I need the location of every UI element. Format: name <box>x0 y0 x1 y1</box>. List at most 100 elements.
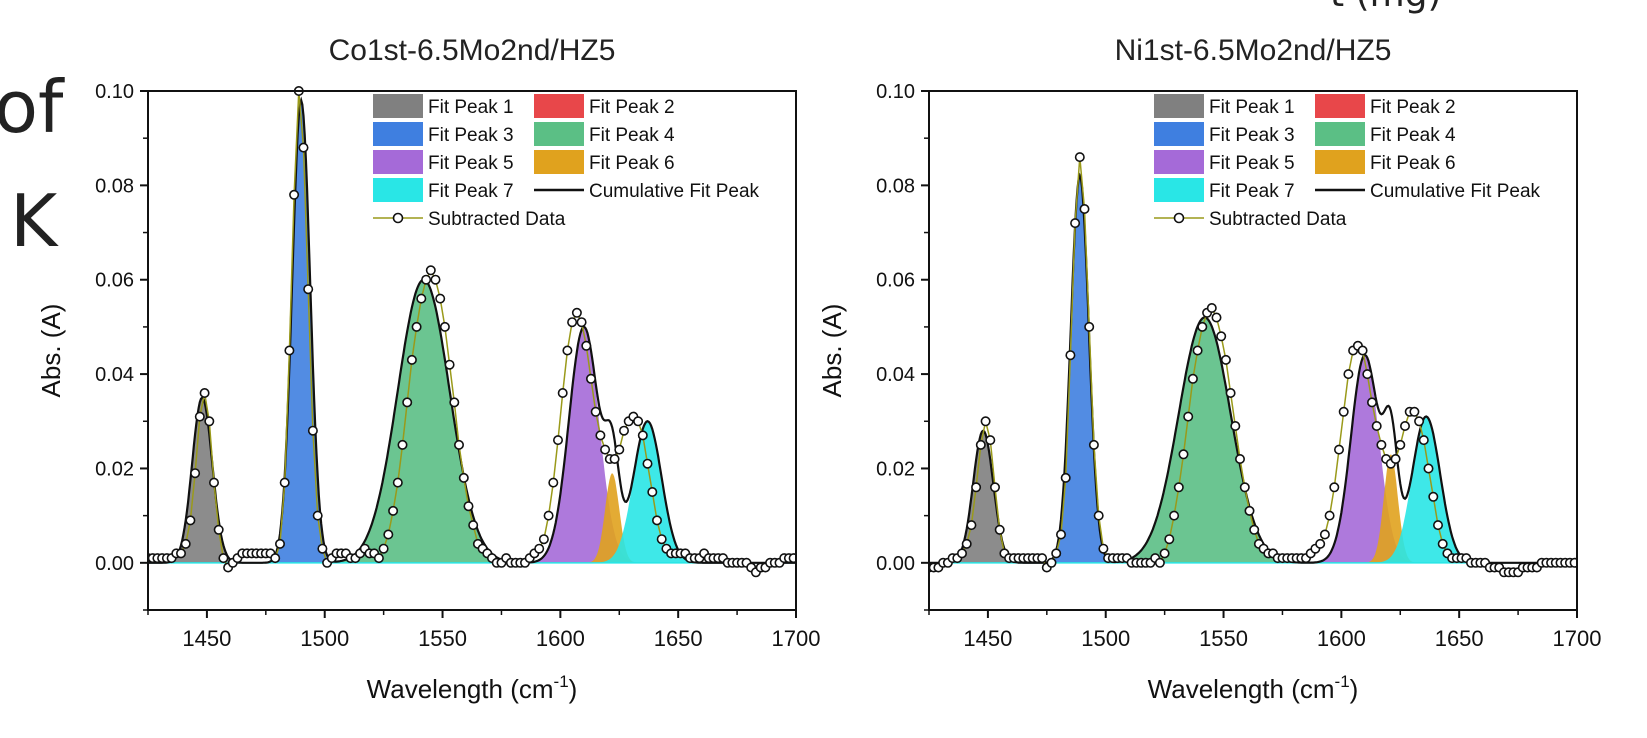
legend-entry: Fit Peak 7 <box>373 178 514 202</box>
plot-area <box>148 86 796 578</box>
x-tick-label: 1600 <box>536 626 585 651</box>
x-tick-label: 1550 <box>418 626 467 651</box>
data-point <box>961 538 972 549</box>
data-point <box>307 425 318 436</box>
legend: Fit Peak 1 Fit Peak 2 Fit Peak 3 Fit Peak 4… <box>1154 94 1541 230</box>
data-point <box>1037 553 1048 564</box>
chart-ni1st: Ni1st-6.5Mo2nd/HZ5 0.00 0.02 0.04 0.06 0.08 0.… <box>817 34 1601 704</box>
x-tick-label: 1700 <box>772 626 821 651</box>
y-axis-label: Abs. (A) <box>817 304 847 398</box>
legend-label: Fit Peak 3 <box>1209 125 1295 146</box>
legend-label: Fit Peak 2 <box>1370 97 1456 118</box>
x-tick-label: 1650 <box>1435 626 1484 651</box>
data-point <box>190 468 201 479</box>
data-point <box>1206 302 1217 313</box>
data-point <box>1376 439 1387 450</box>
data-point <box>1216 331 1227 342</box>
data-point <box>1414 416 1425 427</box>
data-point <box>1088 439 1099 450</box>
data-point <box>1343 369 1354 380</box>
legend-entry: Fit Peak 5 <box>1154 150 1295 174</box>
data-point <box>373 553 384 564</box>
data-point <box>1046 557 1057 568</box>
data-point <box>788 553 796 564</box>
x-tick-label: 1450 <box>963 626 1012 651</box>
data-point <box>406 354 417 365</box>
legend-label: Fit Peak 5 <box>1209 153 1295 174</box>
data-point <box>176 548 187 559</box>
legend-entry: Fit Peak 5 <box>373 150 514 174</box>
data-point <box>458 472 469 483</box>
legend-label: Fit Peak 1 <box>1209 97 1295 118</box>
data-point <box>1329 482 1340 493</box>
legend-swatch <box>1154 178 1204 202</box>
data-point <box>1428 491 1439 502</box>
legend-swatch <box>534 94 584 118</box>
data-point <box>994 524 1005 535</box>
data-point <box>444 359 455 370</box>
data-point <box>1230 420 1241 431</box>
x-tick-label: 1600 <box>1317 626 1366 651</box>
data-point <box>1324 510 1335 521</box>
legend-label: Fit Peak 5 <box>428 153 514 174</box>
fit-peak-1-area <box>945 430 1021 563</box>
legend-marker <box>1173 212 1185 224</box>
data-point <box>1239 482 1250 493</box>
data-point <box>534 543 545 554</box>
legend-swatch <box>534 150 584 174</box>
legend-entry: Fit Peak 3 <box>1154 122 1295 146</box>
y-tick-label: 0.10 <box>876 81 915 103</box>
data-point <box>1418 435 1429 446</box>
data-point <box>180 538 191 549</box>
slide-left-word: of <box>0 65 65 149</box>
data-point <box>633 416 644 427</box>
data-point <box>430 274 441 285</box>
data-point <box>439 321 450 332</box>
data-point <box>562 345 573 356</box>
data-point <box>1371 420 1382 431</box>
data-point <box>1074 152 1085 163</box>
legend-label: Fit Peak 4 <box>589 125 675 146</box>
data-point <box>284 345 295 356</box>
data-point <box>425 265 436 276</box>
data-point <box>1211 312 1222 323</box>
data-point <box>378 543 389 554</box>
y-tick-label: 0.04 <box>876 364 915 386</box>
y-tick-label: 0.02 <box>95 458 134 480</box>
legend-entry: Fit Peak 2 <box>534 94 675 118</box>
data-point <box>213 524 224 535</box>
legend-swatch <box>1315 122 1365 146</box>
data-point <box>971 482 982 493</box>
data-point <box>1060 472 1071 483</box>
data-point <box>1235 453 1246 464</box>
y-tick-label: 0.10 <box>95 81 134 103</box>
legend-swatch <box>373 94 423 118</box>
data-point <box>609 453 620 464</box>
data-point <box>1249 524 1260 535</box>
fit-peak-3-area <box>1045 176 1114 563</box>
data-point <box>538 534 549 545</box>
x-tick-label: 1500 <box>300 626 349 651</box>
data-point <box>218 553 229 564</box>
legend-label: Fit Peak 6 <box>589 153 675 174</box>
legend-entry: Fit Peak 7 <box>1154 178 1295 202</box>
legend-entry: Fit Peak 1 <box>1154 94 1295 118</box>
fit-peak-4-area <box>325 279 522 563</box>
legend-marker <box>392 212 404 224</box>
data-point <box>402 397 413 408</box>
data-point <box>397 439 408 450</box>
legend-label: Fit Peak 7 <box>428 181 514 202</box>
data-point <box>656 534 667 545</box>
fit-peak-6-area <box>585 473 639 563</box>
y-tick-label: 0.00 <box>876 553 915 575</box>
legend-label: Cumulative Fit Peak <box>1370 181 1541 202</box>
axes-frame <box>928 90 1578 611</box>
x-axis-label: Wavelength (cm-1) <box>1148 672 1359 704</box>
x-tick-label: 1450 <box>182 626 231 651</box>
data-point <box>1084 321 1095 332</box>
data-point <box>279 477 290 488</box>
data-point <box>567 317 578 328</box>
y-tick-label: 0.08 <box>876 175 915 197</box>
data-point <box>548 477 559 488</box>
fit-peak-5-area <box>1312 355 1418 563</box>
